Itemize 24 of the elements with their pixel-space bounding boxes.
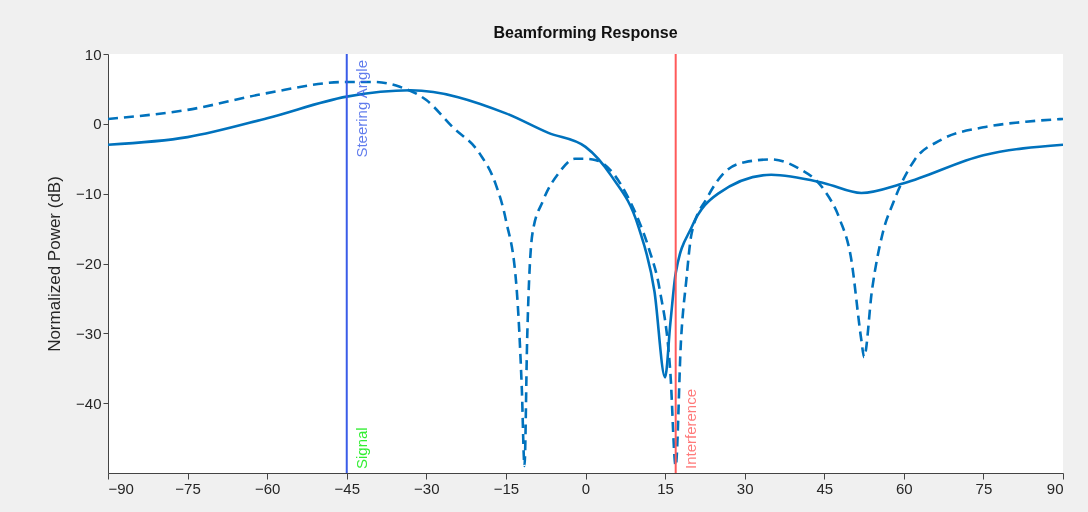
ref-line-label: Interference [681, 388, 699, 469]
x-tick-label: 15 [657, 479, 674, 497]
y-tick-label: 10 [84, 45, 102, 63]
y-tick-label: −30 [76, 324, 102, 342]
y-tick-label: −40 [76, 394, 102, 412]
x-tick-label: 75 [975, 479, 993, 497]
x-tick-label: −60 [254, 479, 281, 497]
x-tick-label: −90 [108, 479, 134, 497]
x-tick-label: 60 [895, 479, 913, 497]
chart-title: Beamforming Response [493, 24, 678, 41]
annotation: Signal [352, 427, 370, 469]
x-tick-label: −15 [493, 479, 520, 497]
y-axis-title: Normalized Power (dB) [45, 176, 65, 352]
x-tick-label: 90 [1046, 479, 1064, 497]
x-tick-label: 30 [736, 479, 754, 497]
x-tick-label: 45 [816, 479, 834, 497]
ref-line-label: Steering Angle [352, 60, 370, 158]
x-tick-label: −75 [175, 479, 201, 497]
y-tick-label: −20 [76, 255, 102, 272]
x-tick-label: −45 [334, 479, 360, 497]
y-tick-label: −10 [76, 185, 102, 203]
y-tick-label: 0 [93, 115, 102, 133]
x-tick-label: 0 [581, 479, 591, 497]
x-tick-label: −30 [414, 479, 440, 497]
